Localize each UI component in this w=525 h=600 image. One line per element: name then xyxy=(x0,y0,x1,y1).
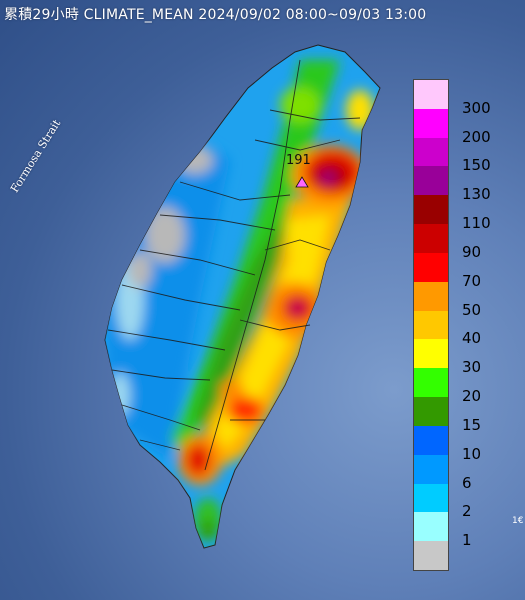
legend-swatch xyxy=(414,454,448,485)
legend-label: 6 xyxy=(462,473,472,492)
legend-swatch xyxy=(414,397,448,427)
legend-label: 2 xyxy=(462,502,472,521)
legend-label: 15 xyxy=(462,415,482,434)
legend-swatch xyxy=(414,108,448,139)
legend-swatch xyxy=(414,425,448,456)
legend-label: 90 xyxy=(462,242,482,261)
legend-label: 1 xyxy=(462,531,472,550)
legend-label: 110 xyxy=(462,214,491,233)
corner-label: 1€ xyxy=(512,516,524,526)
legend-swatch xyxy=(414,483,448,513)
legend-label: 70 xyxy=(462,271,482,290)
legend-label: 50 xyxy=(462,300,482,319)
legend-swatch xyxy=(414,281,448,312)
legend-swatch xyxy=(414,339,448,369)
peak-marker-icon xyxy=(295,176,309,188)
legend-label: 200 xyxy=(462,127,491,146)
legend-swatch xyxy=(414,368,448,398)
legend-swatch xyxy=(414,166,448,196)
legend-swatch xyxy=(414,80,448,110)
legend-swatch xyxy=(414,137,448,167)
legend-swatch xyxy=(414,252,448,283)
legend-swatch xyxy=(414,310,448,340)
peak-value-label: 191 xyxy=(286,153,311,168)
legend-label: 10 xyxy=(462,444,482,463)
legend-label: 40 xyxy=(462,329,482,348)
legend-swatch xyxy=(414,195,448,225)
legend-label: 150 xyxy=(462,156,491,175)
legend-swatch xyxy=(414,224,448,254)
legend-label: 20 xyxy=(462,387,482,406)
map-title: 累積29小時 CLIMATE_MEAN 2024/09/02 08:00~09/… xyxy=(4,7,427,23)
legend-label: 300 xyxy=(462,98,491,117)
legend-swatch xyxy=(414,512,448,542)
county-boundaries xyxy=(107,59,361,471)
legend-swatch xyxy=(414,541,448,571)
legend-label: 130 xyxy=(462,185,491,204)
legend-label: 30 xyxy=(462,358,482,377)
color-legend xyxy=(413,79,449,571)
